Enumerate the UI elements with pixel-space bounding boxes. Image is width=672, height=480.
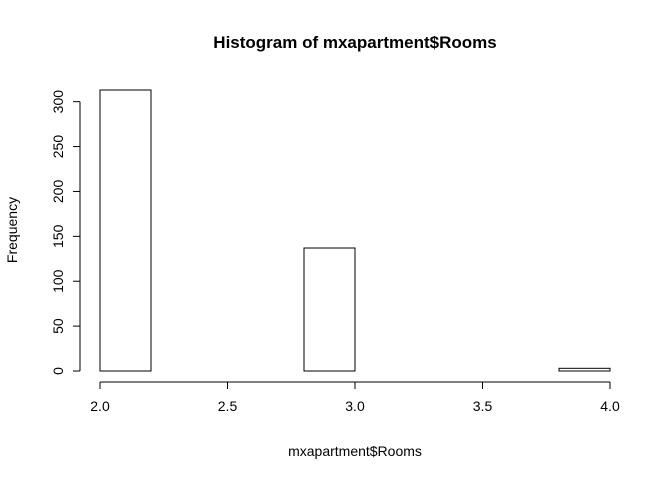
x-tick-label-1: 2.5 [218, 398, 238, 414]
histogram-bar-0 [99, 89, 152, 372]
x-tick-label-4: 4.0 [600, 398, 620, 414]
x-tick-label-0: 2.0 [90, 398, 110, 414]
y-axis-label: Frequency [4, 197, 20, 263]
y-tick-label-6: 300 [50, 90, 66, 114]
x-axis-label: mxapartment$Rooms [288, 443, 422, 459]
y-tick-label-1: 50 [50, 318, 66, 334]
y-axis: 0 50 100 150 200 250 300 [50, 90, 81, 375]
y-tick-label-4: 200 [50, 180, 66, 204]
x-tick-label-3: 3.5 [473, 398, 493, 414]
bars-group [99, 89, 611, 372]
chart-title: Histogram of mxapartment$Rooms [213, 33, 496, 52]
histogram-bar-4 [303, 247, 356, 372]
y-tick-label-0: 0 [50, 367, 66, 375]
x-tick-label-2: 3.0 [345, 398, 365, 414]
y-tick-label-2: 100 [50, 269, 66, 293]
histogram-bar-9 [558, 367, 611, 372]
y-tick-label-5: 250 [50, 135, 66, 159]
x-axis: 2.0 2.5 3.0 3.5 4.0 [90, 381, 620, 414]
y-tick-label-3: 150 [50, 224, 66, 248]
